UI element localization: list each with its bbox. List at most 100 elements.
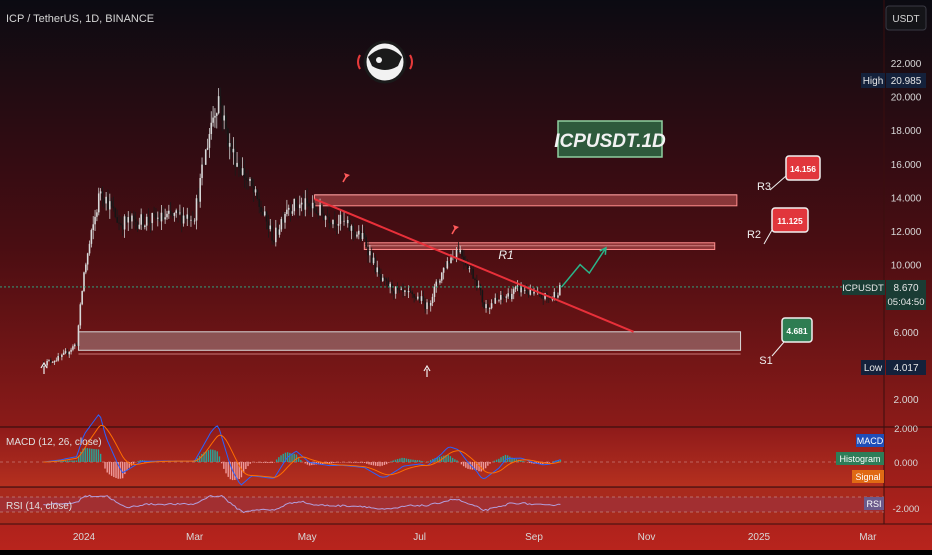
candle-body — [383, 277, 386, 280]
candle-body — [136, 221, 139, 229]
candle-body — [164, 217, 166, 220]
candle-body — [341, 214, 343, 221]
candle-body — [227, 128, 229, 147]
low-label: Low — [864, 363, 883, 374]
candle-body — [470, 268, 473, 270]
currency-box[interactable] — [885, 5, 927, 31]
candle-body — [260, 206, 262, 212]
low-value: 4.017 — [893, 363, 918, 374]
candle-body — [531, 288, 533, 294]
candle-body — [158, 217, 161, 222]
candle-body — [101, 191, 104, 199]
price-tick-label: 14.000 — [891, 193, 922, 204]
candle-body — [326, 216, 329, 218]
candle-body — [385, 279, 388, 281]
candle-body — [192, 219, 194, 221]
candle-body — [179, 212, 181, 214]
candle-body — [431, 296, 434, 303]
candle-body — [313, 202, 316, 211]
candle-body — [514, 287, 517, 290]
candle-body — [86, 253, 89, 265]
candle-body — [389, 283, 391, 288]
macd-legend-macd: MACD — [857, 436, 884, 446]
candle-body — [304, 198, 307, 210]
level-name-r2: R2 — [747, 229, 761, 241]
candle-body — [315, 210, 318, 214]
candle-body — [156, 217, 159, 219]
candle-body — [232, 148, 235, 153]
candle-body — [488, 308, 491, 310]
callout-r3-value: 14.156 — [790, 164, 816, 174]
candle-body — [175, 210, 178, 214]
candle-body — [396, 286, 399, 290]
candle-body — [55, 360, 58, 362]
candle-body — [271, 225, 273, 241]
candle-body — [448, 261, 450, 264]
level-name-r3: R3 — [757, 181, 771, 193]
candle-body — [105, 196, 107, 204]
last-symbol-box — [842, 280, 885, 295]
candle-body — [88, 243, 91, 254]
candle-body — [557, 295, 559, 298]
candle-body — [459, 250, 462, 253]
candle-body — [319, 204, 321, 216]
candle-body — [372, 257, 375, 264]
candle-body — [496, 297, 498, 300]
candle-body — [48, 360, 50, 362]
candle-body — [184, 215, 187, 219]
candle-body — [433, 286, 436, 297]
candle-body — [243, 168, 246, 179]
price-tick-label: 12.000 — [891, 227, 922, 238]
candle-body — [376, 267, 379, 273]
candle-body — [241, 168, 244, 175]
candle-body — [230, 143, 233, 153]
candle-body — [450, 257, 452, 264]
candle-body — [103, 198, 106, 204]
candle-body — [236, 162, 238, 167]
projection-path — [561, 247, 607, 288]
candle-body — [426, 302, 428, 310]
high-value-box — [886, 73, 926, 88]
candle-body — [81, 291, 83, 305]
candle-body — [544, 293, 546, 299]
candle-body — [99, 191, 102, 194]
candle-body — [140, 214, 142, 225]
candle-body — [306, 198, 308, 204]
candle-body — [206, 147, 209, 150]
candle-body — [92, 224, 95, 231]
candle-body — [378, 267, 380, 275]
candle-body — [381, 277, 384, 281]
candle-body — [247, 180, 249, 181]
zone-r3 — [314, 194, 738, 207]
candle-body — [464, 261, 467, 265]
candle-body — [295, 198, 297, 208]
candle-body — [346, 220, 349, 224]
candle-body — [293, 198, 296, 212]
time-tick-label: 2025 — [748, 532, 771, 543]
macd-legend-signal: Signal — [855, 472, 880, 482]
candle-body — [463, 256, 465, 262]
candle-body — [145, 216, 148, 226]
candle-body — [370, 251, 373, 264]
candle-body — [415, 297, 417, 299]
candle-body — [337, 223, 340, 226]
candle-body — [455, 250, 458, 259]
time-tick-label: Jul — [413, 532, 426, 543]
candle-body — [503, 297, 506, 299]
rsi-line — [43, 494, 561, 514]
ticker-watermark-box — [557, 120, 663, 158]
rsi-layer — [0, 494, 884, 514]
candle-body — [511, 293, 513, 300]
candle-body — [228, 143, 231, 147]
candle-body — [422, 296, 425, 302]
candle-body — [411, 292, 414, 295]
macd-legend-histogram: Histogram — [839, 454, 880, 464]
candle-body — [160, 212, 163, 222]
candle-body — [354, 232, 356, 237]
macd-layer — [0, 414, 884, 486]
candle-body — [393, 291, 395, 294]
candle-body — [131, 215, 133, 222]
candle-body — [553, 291, 556, 297]
candle-body — [59, 356, 61, 357]
candle-body — [94, 216, 96, 225]
